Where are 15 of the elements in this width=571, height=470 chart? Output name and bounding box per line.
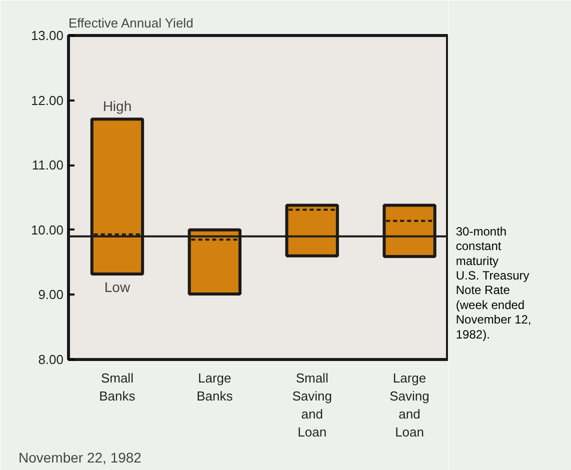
y-axis-title: Effective Annual Yield bbox=[68, 16, 194, 30]
ref-line-label: 30-month constant maturity U.S. Treasury Note Rate (week ended November 12, 1982). bbox=[456, 224, 532, 342]
annotation: High bbox=[102, 98, 132, 114]
text: November 22, 1982 bbox=[18, 450, 142, 466]
x-tick-label: Small Saving and Loan bbox=[292, 370, 332, 440]
annotation: Low bbox=[104, 278, 131, 295]
y-tick-label: 10.00 bbox=[30, 222, 64, 238]
y-tick-label: 11.00 bbox=[32, 158, 64, 173]
y-tick-label: 8.00 bbox=[38, 352, 64, 367]
y-tick-label: 12.00 bbox=[30, 92, 64, 108]
y-tick-label: 9.00 bbox=[38, 287, 64, 302]
x-tick-label: Large Saving and Loan bbox=[390, 370, 430, 440]
x-tick-label: Small Banks bbox=[99, 370, 136, 404]
x-tick-label: Large Banks bbox=[196, 370, 234, 404]
y-tick-label: 13.00 bbox=[30, 28, 64, 43]
